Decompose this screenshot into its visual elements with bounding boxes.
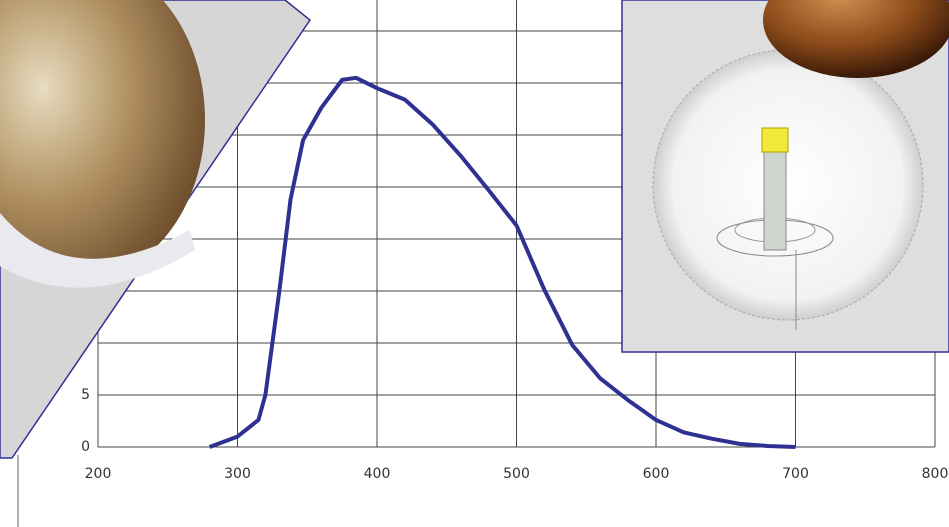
x-tick-label: 600	[643, 466, 670, 482]
x-tick-label: 700	[782, 466, 809, 482]
x-tick-label: 500	[503, 466, 530, 482]
x-tick-label: 800	[922, 466, 949, 482]
right-photo-overlay	[621, 0, 949, 353]
data-line	[208, 75, 796, 449]
x-tick-label: 400	[364, 466, 391, 482]
y-tick-label: 0	[81, 439, 90, 455]
x-tick-label: 300	[224, 466, 251, 482]
y-tick-label: 5	[81, 387, 90, 403]
left-photo-overlay	[0, 0, 312, 527]
x-tick-label: 200	[85, 466, 112, 482]
